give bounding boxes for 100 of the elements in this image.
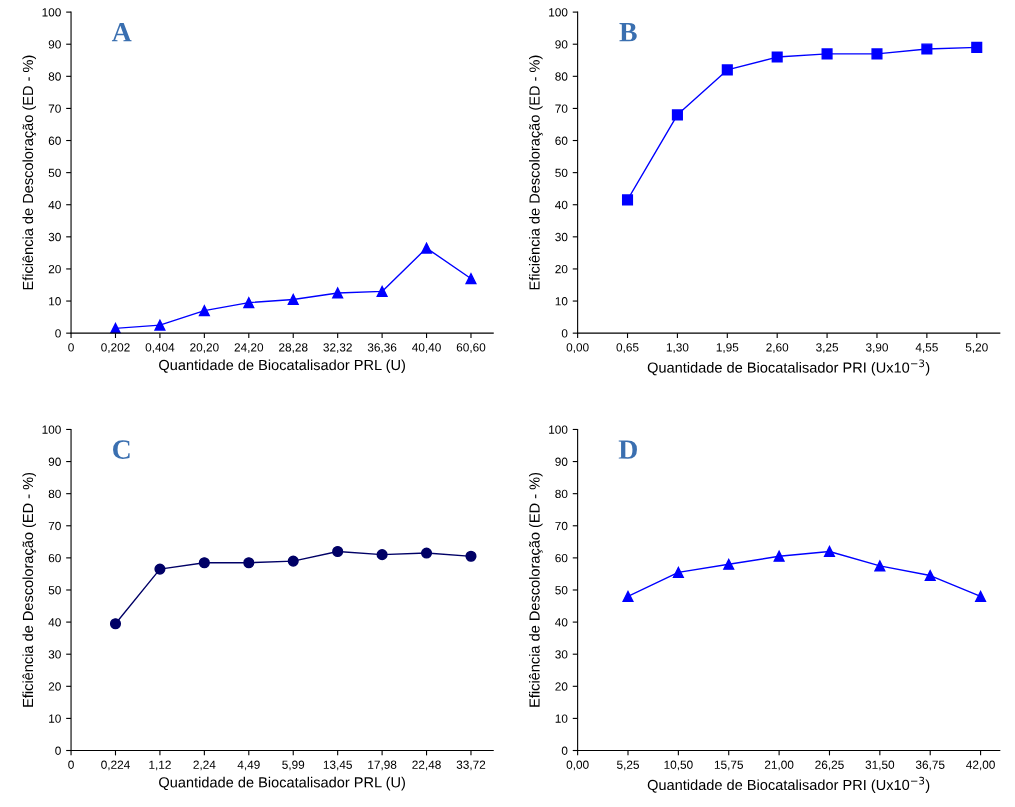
x-tick-label: 60,60 [456, 343, 486, 353]
x-tick-label: 0,65 [616, 343, 639, 353]
x-tick-label: 5,25 [616, 760, 639, 771]
x-tick-label: 0,00 [566, 760, 589, 771]
x-tick-label: 22,48 [412, 760, 441, 771]
y-tick-label: 70 [555, 521, 568, 531]
y-tick-label: 50 [48, 586, 61, 595]
x-tick-label: 10,50 [664, 760, 693, 771]
x-tick-label: 1,30 [666, 343, 689, 353]
y-tick-label: 70 [555, 104, 568, 113]
y-tick-label: 20 [555, 264, 568, 274]
chart-title: D [618, 440, 637, 459]
x-tick-label: 0,404 [145, 343, 175, 353]
x-tick-label: 15,75 [714, 760, 744, 771]
x-tick-label: 33,72 [456, 760, 486, 771]
point [154, 563, 166, 575]
point [921, 43, 933, 55]
y-tick-label: 40 [48, 618, 61, 627]
x-tick-label: 2,60 [766, 343, 789, 353]
x-tick-label: 0,00 [566, 343, 589, 353]
x-tick-label: 4,55 [915, 343, 938, 353]
y-tick-label: 30 [555, 650, 568, 659]
y-tick-label: 0 [55, 329, 61, 338]
point [198, 557, 210, 569]
x-tick-label: 36,75 [915, 760, 945, 771]
chart-title: A [111, 22, 132, 42]
y-tick-label: 100 [549, 8, 568, 17]
y-tick-label: 40 [555, 200, 568, 210]
y-tick-label: 50 [555, 168, 568, 178]
point [622, 590, 634, 602]
y-tick-label: 90 [555, 457, 568, 466]
y-tick-label: 80 [48, 489, 61, 499]
y-tick-label: 50 [555, 586, 568, 595]
point [771, 51, 783, 63]
x-tick-label: 0,202 [101, 343, 130, 353]
point [332, 287, 344, 299]
x-tick-label: 20,20 [190, 343, 219, 353]
point [287, 555, 299, 567]
y-tick-label: 100 [42, 8, 61, 17]
x-tick-label: 5,99 [282, 760, 305, 771]
point [243, 557, 255, 569]
x-tick-label: 36,36 [367, 343, 397, 353]
point [721, 64, 733, 76]
point [465, 550, 477, 562]
x-tick-label: 40,40 [412, 343, 441, 353]
y-tick-label: 100 [549, 425, 568, 434]
y-tick-label: 60 [48, 553, 61, 563]
x-axis-title: Quantidade de Biocatalisador PRI (Ux10$^{−3}$) [647, 776, 930, 793]
x-tick-label: 28,28 [279, 343, 308, 353]
x-tick-label: 13,45 [323, 760, 352, 771]
y-tick-label: 20 [48, 264, 61, 274]
x-tick-label: 26,25 [815, 760, 844, 771]
x-tick-label: 42,00 [966, 760, 995, 771]
y-tick-label: 10 [49, 714, 61, 723]
point [376, 285, 388, 297]
x-tick-label: 0 [68, 760, 74, 769]
point [420, 242, 433, 254]
y-tick-label: 60 [555, 553, 568, 563]
y-tick-label: 40 [555, 618, 568, 627]
x-tick-label: 4,49 [237, 760, 260, 771]
y-tick-label: 20 [555, 682, 568, 691]
point [874, 560, 886, 572]
x-tick-label: 2,24 [193, 760, 216, 771]
y-axis-title: Eficiência de Descoloração (ED - %) [22, 55, 37, 290]
y-tick-label: 80 [48, 72, 61, 81]
y-tick-label: 10 [49, 297, 61, 306]
x-tick-label: 31,50 [865, 760, 895, 771]
y-axis-title: Eficiência de Descoloração (ED - %) [528, 55, 543, 290]
y-tick-label: 40 [48, 200, 61, 210]
x-tick-label: 3,90 [865, 343, 888, 353]
y-tick-label: 10 [555, 714, 568, 723]
x-axis-title: Quantidade de Biocatalisador PRL (U) [159, 359, 405, 374]
y-tick-label: 0 [561, 329, 568, 338]
x-tick-label: 3,25 [816, 343, 839, 353]
x-axis-title: Quantidade de Biocatalisador PRI (Ux10$^{−3}$) [647, 359, 930, 376]
chart-title: B [619, 23, 637, 42]
y-tick-label: 70 [48, 104, 61, 113]
point [154, 319, 166, 331]
y-tick-label: 90 [555, 40, 568, 49]
point [871, 48, 883, 60]
point [287, 293, 299, 305]
y-tick-label: 60 [555, 136, 568, 145]
point [420, 547, 433, 559]
point [821, 48, 833, 60]
y-tick-label: 80 [555, 489, 568, 499]
point [376, 549, 388, 561]
x-tick-label: 5,20 [965, 343, 988, 353]
point [672, 566, 684, 578]
x-axis-title: Quantidade de Biocatalisador PRL (U) [159, 776, 405, 791]
x-tick-label: 32,32 [323, 343, 352, 353]
y-tick-label: 30 [48, 650, 61, 659]
chart-title: C [113, 440, 130, 459]
y-tick-label: 50 [48, 168, 61, 178]
x-tick-label: 1,12 [149, 760, 171, 771]
point [198, 305, 210, 317]
point [823, 545, 836, 558]
y-tick-label: 30 [48, 232, 61, 242]
point [671, 109, 683, 121]
y-axis-title: Eficiência de Descoloração (ED - %) [22, 472, 37, 707]
y-tick-label: 20 [48, 682, 61, 691]
